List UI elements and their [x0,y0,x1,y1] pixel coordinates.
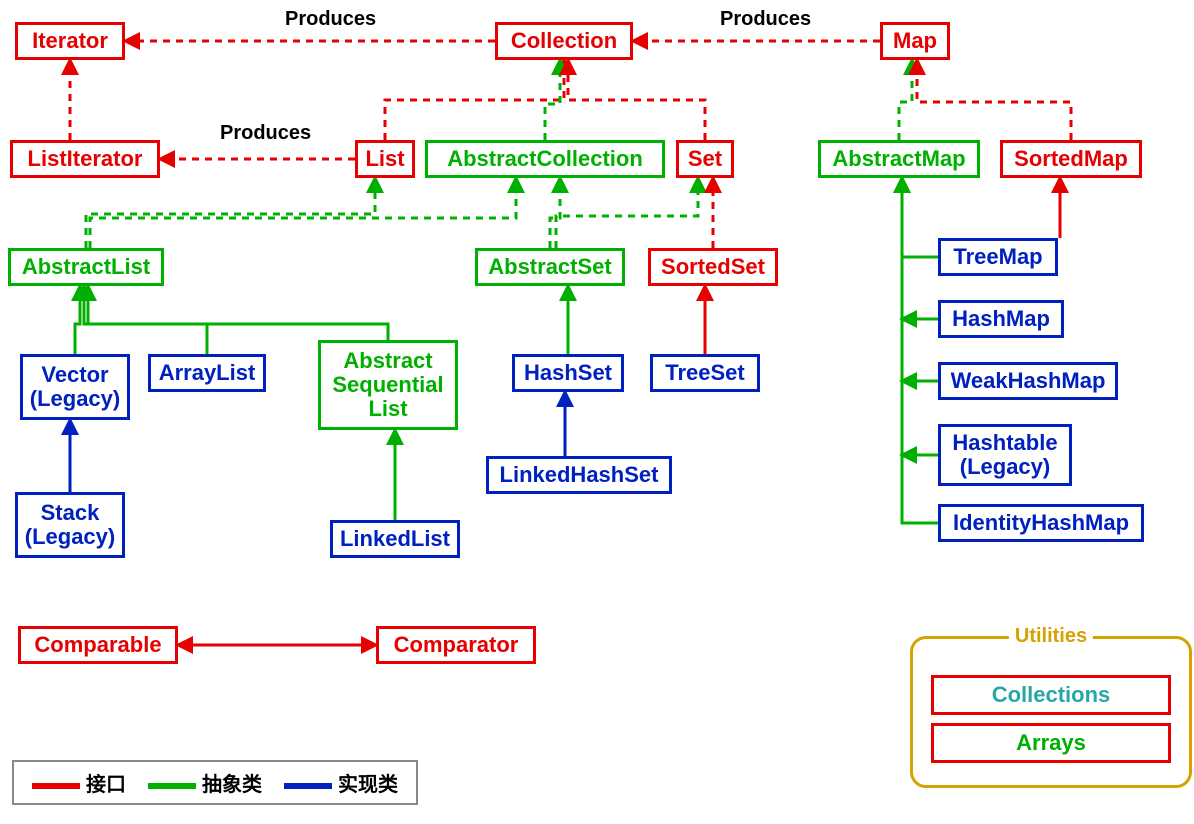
utilities-box: Utilities CollectionsArrays [910,636,1192,788]
node-Map: Map [880,22,950,60]
edge-ArrayList-AbstractList [84,286,207,354]
node-SortedSet: SortedSet [648,248,778,286]
edge-TreeMap-AbstractMap [902,178,938,257]
node-AbstractSet: AbstractSet [475,248,625,286]
node-Hashtable: Hashtable (Legacy) [938,424,1072,486]
edge-SortedMap-Map [917,60,1071,140]
legend-swatch [32,783,80,789]
node-HashMap: HashMap [938,300,1064,338]
edge-AbstractSet-AbstractCollection [550,178,560,248]
utility-Collections: Collections [931,675,1171,715]
node-Set: Set [676,140,734,178]
node-TreeSet: TreeSet [650,354,760,392]
edge-label-Map-Collection: Produces [720,8,811,31]
node-AbstractMap: AbstractMap [818,140,980,178]
node-Comparable: Comparable [18,626,178,664]
node-ListIterator: ListIterator [10,140,160,178]
legend-item-实现类: 实现类 [284,768,398,797]
edge-AbstractSequentialList-AbstractList [88,286,388,340]
utility-Arrays: Arrays [931,723,1171,763]
edge-AbstractList-List [86,178,375,248]
edge-label-Collection-Iterator: Produces [285,8,376,31]
node-Collection: Collection [495,22,633,60]
node-List: List [355,140,415,178]
node-SortedMap: SortedMap [1000,140,1142,178]
edge-IdentityHashMap-AbstractMap [902,178,938,523]
edge-AbstractSet-Set [556,178,698,248]
edge-Vector-AbstractList [75,286,80,354]
node-Comparator: Comparator [376,626,536,664]
node-WeakHashMap: WeakHashMap [938,362,1118,400]
edge-AbstractMap-Map [899,60,912,140]
legend-item-抽象类: 抽象类 [148,768,262,797]
node-ArrayList: ArrayList [148,354,266,392]
legend-swatch [284,783,332,789]
diagram-stage: { "colors": { "interface": "#e60000", "a… [0,0,1194,824]
utilities-title: Utilities [1009,625,1093,648]
edge-label-List-ListIterator: Produces [220,122,311,145]
node-AbstractList: AbstractList [8,248,164,286]
node-AbstractSequentialList: Abstract Sequential List [318,340,458,430]
node-AbstractCollection: AbstractCollection [425,140,665,178]
node-Iterator: Iterator [15,22,125,60]
node-Stack: Stack (Legacy) [15,492,125,558]
legend-swatch [148,783,196,789]
edge-Set-Collection [568,60,705,140]
legend-item-接口: 接口 [32,768,126,797]
node-LinkedList: LinkedList [330,520,460,558]
edge-List-Collection [385,60,564,140]
node-TreeMap: TreeMap [938,238,1058,276]
legend: 接口抽象类实现类 [12,760,418,805]
node-IdentityHashMap: IdentityHashMap [938,504,1144,542]
node-HashSet: HashSet [512,354,624,392]
node-LinkedHashSet: LinkedHashSet [486,456,672,494]
node-Vector: Vector (Legacy) [20,354,130,420]
